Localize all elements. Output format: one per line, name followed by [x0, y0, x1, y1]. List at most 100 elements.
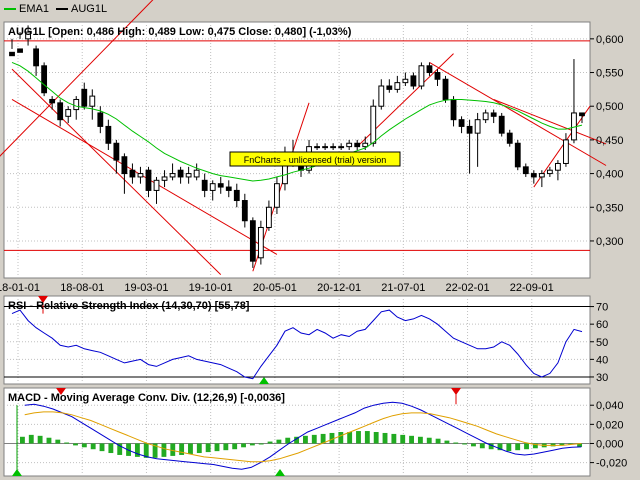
macd-histogram-bar	[46, 437, 52, 444]
macd-y-tick-label: 0,040	[596, 400, 624, 412]
rsi-y-tick-label: 50	[596, 337, 608, 349]
candle-body	[25, 31, 31, 40]
buy-signal-marker	[12, 469, 22, 476]
price-y-tick-label: 0,400	[596, 169, 624, 181]
ema-line	[11, 61, 583, 182]
macd-histogram-bar	[497, 443, 503, 451]
candle-body	[209, 183, 216, 191]
candle-body	[546, 169, 553, 175]
candle-body	[185, 173, 192, 178]
macd-histogram-bar	[117, 443, 123, 455]
candle-body	[225, 186, 232, 191]
candle-body	[466, 125, 473, 134]
candle-body	[265, 206, 272, 228]
macd-histogram-bar	[559, 443, 565, 446]
candle-body	[322, 146, 329, 149]
macd-histogram-bar	[152, 443, 158, 458]
macd-histogram-bar	[382, 432, 388, 444]
macd-histogram-bar	[488, 443, 494, 450]
price-y-tick-label: 0,600	[596, 34, 624, 46]
candle-body	[169, 173, 176, 178]
macd-histogram-bar	[285, 437, 291, 444]
legend-item-ema[interactable]: EMA1	[4, 3, 49, 15]
candle-body	[354, 142, 361, 148]
legend-label-series: AUG1L	[71, 3, 108, 15]
macd-histogram-bar	[532, 443, 538, 449]
x-tick-label: 22-02-01	[446, 282, 490, 294]
x-tick-label: 21-07-01	[381, 282, 425, 294]
buy-signal-marker	[259, 377, 269, 384]
watermark-box	[229, 151, 401, 167]
price-y-tick-label: 0,550	[596, 68, 624, 80]
macd-y-tick-label: 0,020	[596, 419, 624, 431]
rsi-panel	[3, 295, 591, 385]
candle-body	[314, 146, 320, 149]
candle-body	[17, 48, 23, 53]
macd-histogram-bar	[426, 437, 432, 444]
macd-histogram-bar	[568, 443, 574, 445]
candle-body	[105, 125, 112, 144]
candle-body	[257, 226, 264, 259]
candle-body	[145, 169, 152, 191]
macd-histogram-bar	[356, 431, 361, 444]
rsi-line	[11, 309, 583, 380]
macd-histogram-bar	[409, 435, 414, 444]
candle-body	[49, 98, 56, 104]
x-tick-label: 19-03-01	[124, 282, 168, 294]
candle-body	[193, 169, 200, 178]
macd-histogram-bar	[391, 433, 397, 444]
candle-body	[442, 78, 449, 100]
x-tick-label: 18-01-01	[0, 282, 40, 294]
price-panel	[3, 21, 591, 279]
macd-histogram-bar	[196, 443, 202, 454]
macd-line	[24, 401, 582, 470]
price-chart-title: AUG1L [Open: 0,486 High: 0,489 Low: 0,47…	[8, 26, 352, 38]
macd-histogram-bar	[577, 443, 583, 447]
macd-histogram-bar	[99, 443, 105, 452]
candle-body	[33, 48, 40, 67]
legend-item-series[interactable]: AUG1L	[56, 3, 107, 15]
rsi-chart-title: RSI - Relative Strength Index (14,30,70)…	[8, 300, 250, 312]
candle-body	[137, 173, 144, 178]
macd-histogram-bar	[338, 432, 344, 444]
macd-histogram-bar	[214, 443, 220, 452]
macd-histogram-bar	[90, 443, 96, 450]
macd-histogram-bar	[400, 434, 406, 444]
macd-histogram-bar	[471, 443, 476, 447]
rsi-y-tick-label: 60	[596, 319, 608, 331]
trend-line	[11, 99, 278, 255]
macd-histogram-bar	[179, 443, 185, 455]
macd-signal-line	[24, 411, 582, 463]
candle-body	[402, 78, 409, 84]
candle-body	[378, 85, 385, 107]
trend-line	[429, 61, 607, 166]
macd-chart-title: MACD - Moving Average Conv. Div. (12,26,…	[8, 392, 285, 404]
candle-body	[506, 132, 513, 144]
macd-histogram-bar	[258, 443, 264, 445]
candle-body	[330, 146, 337, 149]
macd-histogram-bar	[364, 431, 370, 444]
macd-histogram-bar	[37, 435, 43, 444]
x-tick-label: 19-10-01	[189, 282, 233, 294]
axis-layer: 18-01-01 18-08-01 19-03-01 19-10-01 20-05-01…	[0, 34, 627, 470]
sell-signal-marker	[56, 388, 66, 395]
rsi-y-tick-label: 30	[596, 372, 608, 384]
candle-body	[482, 112, 489, 121]
macd-y-tick-label: 0,000	[596, 438, 624, 450]
macd-histogram-bar	[28, 434, 34, 444]
macd-histogram-bar	[329, 432, 335, 444]
candle-body	[81, 88, 88, 107]
candle-body	[346, 142, 353, 148]
legend-bar: EMA1 AUG1L	[0, 0, 640, 20]
candle-body	[89, 95, 96, 107]
macd-histogram-bar	[294, 436, 300, 444]
candle-body	[129, 169, 136, 178]
candle-body	[530, 173, 537, 178]
macd-histogram-bar	[170, 443, 176, 456]
candle-body	[474, 119, 481, 134]
candle-body	[418, 65, 425, 87]
trend-line	[493, 99, 607, 145]
macd-histogram-bar	[232, 443, 238, 450]
candle-body	[97, 112, 104, 127]
